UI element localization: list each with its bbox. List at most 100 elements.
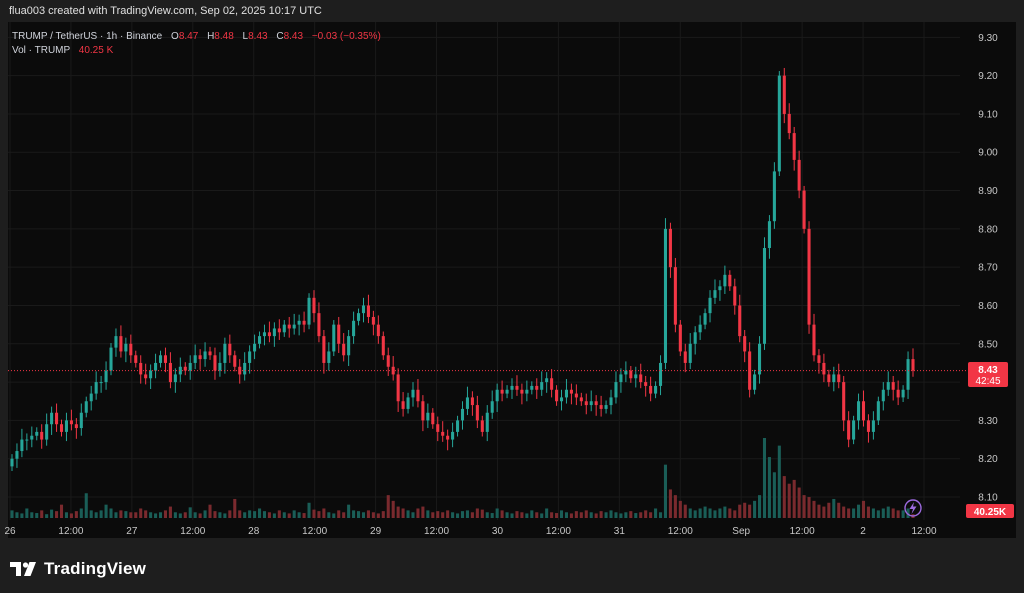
candle-body xyxy=(139,362,143,375)
volume-bar xyxy=(827,502,831,518)
price-tick-label: 8.20 xyxy=(978,454,998,465)
candle-body xyxy=(243,362,247,375)
candle-body xyxy=(644,382,648,386)
volume-bar xyxy=(312,509,316,518)
candle-body xyxy=(649,385,653,394)
volume-bar xyxy=(703,506,707,518)
volume-bar xyxy=(114,512,118,518)
volume-bar xyxy=(629,511,633,518)
candle-body xyxy=(376,324,380,337)
volume-bar xyxy=(421,506,425,518)
brand[interactable]: TradingView xyxy=(10,558,146,580)
volume-bar xyxy=(857,504,861,518)
volume-bar xyxy=(109,508,113,518)
time-tick-label: 26 xyxy=(4,526,16,537)
volume-bar xyxy=(411,512,415,518)
candle-body xyxy=(906,359,910,390)
candle-body xyxy=(802,190,806,229)
volume-bar xyxy=(624,512,628,518)
candle-body xyxy=(327,351,331,363)
volume-bar xyxy=(767,457,771,518)
volume-bar xyxy=(79,508,83,518)
volume-bar xyxy=(59,504,64,518)
candle-body xyxy=(337,324,341,344)
candle-body xyxy=(168,362,172,383)
volume-bar xyxy=(297,512,301,518)
candle-body xyxy=(832,374,836,383)
price-tick-label: 8.30 xyxy=(978,416,998,427)
volume-bar xyxy=(569,513,573,518)
candle-body xyxy=(50,412,54,425)
volume-bar xyxy=(332,513,336,518)
volume-bar xyxy=(743,502,747,518)
candle-body xyxy=(297,320,301,325)
volume-bar xyxy=(74,511,78,518)
candle-body xyxy=(248,351,252,363)
lightning-icon[interactable] xyxy=(904,499,922,517)
candle-body xyxy=(510,385,514,390)
volume-bar xyxy=(436,511,440,518)
candle-body xyxy=(282,324,286,333)
ohlc-row: TRUMP / TetherUS · 1h · Binance O8.47 H8… xyxy=(12,30,381,44)
symbol-label[interactable]: TRUMP / TetherUS · 1h · Binance xyxy=(12,31,163,42)
time-tick-label: Sep xyxy=(732,526,750,537)
volume-bar xyxy=(634,513,638,518)
candle-body xyxy=(406,397,410,409)
volume-bar xyxy=(391,500,395,518)
volume-bar xyxy=(173,512,177,518)
candle-body xyxy=(545,378,549,383)
volume-bar xyxy=(30,512,34,518)
volume-bar xyxy=(842,506,846,518)
close-value: 8.43 xyxy=(283,31,304,42)
volume-bar xyxy=(708,508,712,518)
volume-bar xyxy=(604,512,608,518)
volume-bar xyxy=(119,510,123,518)
volume-bar xyxy=(886,506,890,518)
volume-bar xyxy=(386,495,390,518)
low-label: L xyxy=(242,31,249,42)
candle-body xyxy=(302,320,306,325)
volume-bar xyxy=(782,476,786,518)
volume-bar xyxy=(361,512,366,518)
price-tick-label: 9.00 xyxy=(978,148,998,159)
candle-body xyxy=(99,382,103,384)
candle-body xyxy=(366,305,370,317)
candle-body xyxy=(119,336,123,352)
volume-label[interactable]: Vol · TRUMP xyxy=(12,45,70,56)
candle-body xyxy=(163,355,168,363)
candle-body xyxy=(154,362,158,371)
candle-body xyxy=(401,401,405,409)
volume-bar xyxy=(505,512,509,518)
change-value: −0.03 (−0.35%) xyxy=(311,31,381,42)
volume-bar xyxy=(376,513,380,518)
candle-body xyxy=(787,113,791,134)
price-axis[interactable]: 9.309.209.109.008.908.808.708.608.508.40… xyxy=(978,33,998,504)
volume-bar xyxy=(25,508,29,518)
volume-bar xyxy=(183,512,187,518)
volume-bar xyxy=(500,510,504,518)
volume-bar xyxy=(520,512,524,518)
volume-bar xyxy=(792,479,796,518)
volume-bar xyxy=(238,510,242,518)
volume-bar xyxy=(45,514,49,518)
volume-bar xyxy=(896,510,900,518)
candle-body xyxy=(59,424,64,432)
volume-bar xyxy=(762,438,767,518)
volume-bar xyxy=(99,510,103,518)
candle-body xyxy=(599,405,603,409)
high-value: 8.48 xyxy=(214,31,234,42)
volume-bar xyxy=(15,512,19,518)
volume-bar xyxy=(292,510,296,518)
candle-body xyxy=(144,374,148,379)
candle-body xyxy=(634,374,638,379)
candle-body xyxy=(79,412,83,429)
time-tick-label: 27 xyxy=(126,526,138,537)
volume-bar xyxy=(352,510,356,518)
volume-bar xyxy=(144,510,148,518)
time-tick-label: 12:00 xyxy=(58,526,83,537)
time-axis[interactable]: 26 12:00 27 12:00 28 12:00 29 12:00 30 12:00 31 12:… xyxy=(4,526,937,537)
chart-area[interactable] xyxy=(8,22,1016,538)
candle-body xyxy=(733,286,737,306)
volume-bar xyxy=(431,512,435,518)
